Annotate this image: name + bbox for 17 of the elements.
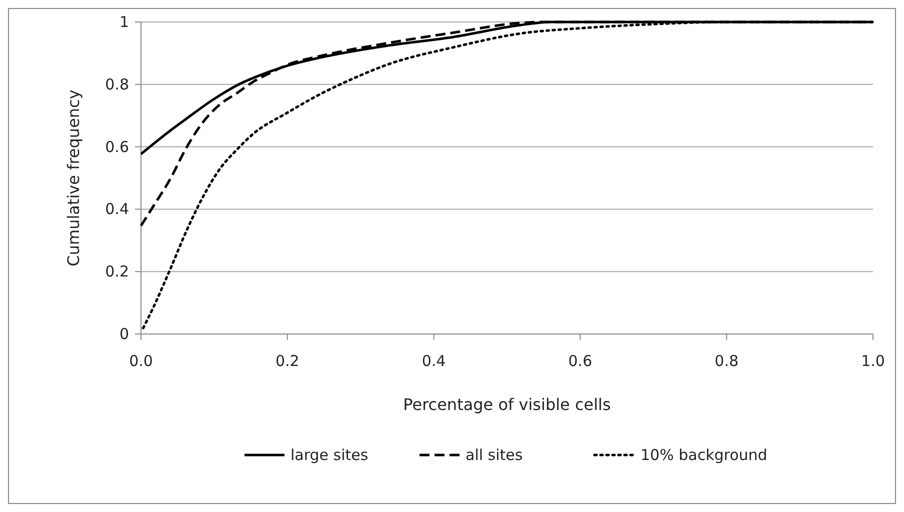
x-tick-label: 0.0 bbox=[129, 352, 153, 370]
x-tick-label: 0.8 bbox=[714, 352, 739, 370]
legend-label: large sites bbox=[290, 446, 368, 464]
y-axis-title: Cumulative frequency bbox=[64, 90, 83, 266]
x-axis-title: Percentage of visible cells bbox=[403, 395, 611, 414]
legend-label: 10% background bbox=[640, 446, 768, 464]
y-tick-label: 0 bbox=[119, 325, 129, 343]
y-tick-label: 1 bbox=[119, 13, 129, 31]
y-tick-label: 0.4 bbox=[105, 200, 129, 218]
x-tick-label: 1.0 bbox=[861, 352, 885, 370]
x-tick-label: 0.4 bbox=[422, 352, 446, 370]
y-tick-label: 0.6 bbox=[105, 138, 129, 156]
y-tick-label: 0.2 bbox=[105, 262, 129, 281]
x-tick-label: 0.6 bbox=[568, 352, 592, 370]
y-tick-label: 0.8 bbox=[105, 75, 129, 94]
legend-label: all sites bbox=[466, 446, 523, 464]
x-tick-label: 0.2 bbox=[275, 352, 300, 370]
